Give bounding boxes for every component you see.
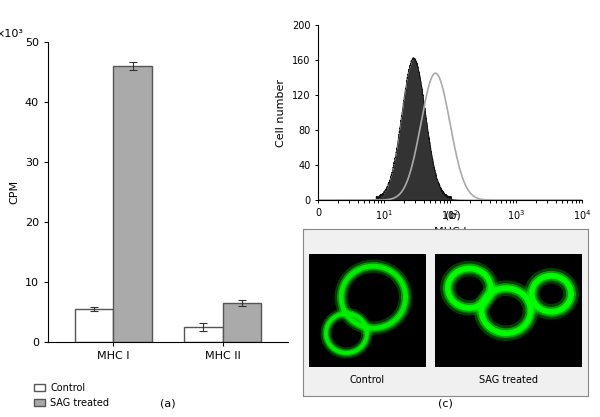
Polygon shape: [442, 264, 496, 313]
Text: (b): (b): [445, 211, 461, 221]
Y-axis label: Cell number: Cell number: [277, 78, 286, 147]
Text: (c): (c): [438, 399, 453, 409]
Y-axis label: CPM: CPM: [9, 180, 19, 204]
Text: Control: Control: [350, 375, 385, 385]
Bar: [223, 303, 261, 342]
Polygon shape: [527, 271, 576, 316]
Polygon shape: [335, 260, 412, 334]
Polygon shape: [321, 309, 372, 358]
Bar: [75, 309, 113, 342]
Text: ×10³: ×10³: [0, 29, 23, 39]
Text: SAG treated: SAG treated: [479, 375, 538, 385]
Bar: [184, 327, 223, 342]
Polygon shape: [475, 283, 536, 339]
Legend: Control, SAG treated: Control, SAG treated: [34, 383, 109, 408]
X-axis label: MHC I: MHC I: [434, 227, 466, 237]
Text: (a): (a): [160, 399, 176, 409]
Bar: [113, 66, 152, 342]
